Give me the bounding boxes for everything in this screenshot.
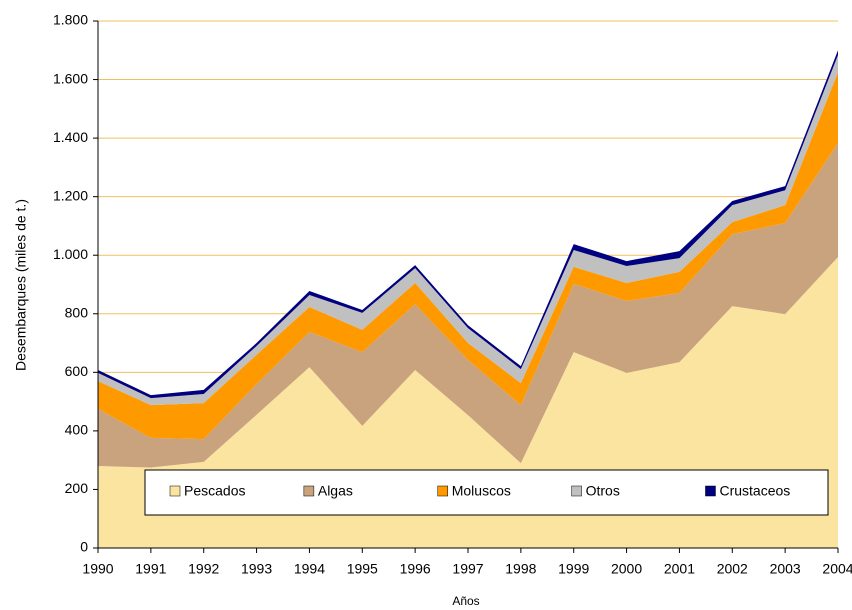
x-tick-label: 1999 <box>558 561 589 577</box>
x-tick-label: 2000 <box>611 561 642 577</box>
legend-swatch <box>437 485 448 497</box>
x-axis-title: Años <box>452 594 479 608</box>
x-tick-label: 1997 <box>452 561 483 577</box>
y-tick-label: 1.600 <box>53 70 88 86</box>
x-tick-label: 1996 <box>400 561 431 577</box>
x-tick-label: 2004 <box>822 561 852 577</box>
y-tick-label: 400 <box>65 422 89 438</box>
y-tick-label: 800 <box>65 304 89 320</box>
legend-label: Otros <box>586 483 620 499</box>
y-tick-label: 1.000 <box>53 246 88 262</box>
x-tick-label: 1990 <box>82 561 113 577</box>
y-tick-label: 1.400 <box>53 129 88 145</box>
area <box>98 72 838 440</box>
legend-label: Pescados <box>184 483 245 499</box>
x-tick-label: 2002 <box>717 561 748 577</box>
x-tick-label: 1998 <box>505 561 536 577</box>
legend: Pescados Algas Moluscos Otros Crustaceos <box>144 469 829 516</box>
legend-label: Moluscos <box>452 483 511 499</box>
x-tick-label: 1994 <box>294 561 325 577</box>
area <box>98 54 838 406</box>
y-tick-label: 1.200 <box>53 187 88 203</box>
x-tick-label: 2003 <box>770 561 801 577</box>
area <box>98 143 838 468</box>
x-tick-label: 2001 <box>664 561 695 577</box>
y-tick-label: 0 <box>80 539 88 555</box>
y-tick-label: 600 <box>65 363 89 379</box>
legend-swatch <box>571 485 582 497</box>
y-tick-label: 200 <box>65 480 89 496</box>
y-tick-label: 1.800 <box>53 12 88 28</box>
legend-label: Algas <box>318 483 353 499</box>
x-tick-label: 1992 <box>188 561 219 577</box>
legend-label: Crustaceos <box>719 483 790 499</box>
legend-swatch <box>169 485 181 497</box>
x-tick-label: 1995 <box>347 561 378 577</box>
legend-swatch <box>705 485 716 497</box>
x-tick-label: 1993 <box>241 561 272 577</box>
legend-swatch <box>303 485 315 497</box>
x-tick-label: 1991 <box>135 561 166 577</box>
y-axis-title: Desembarques (miles de t.) <box>13 199 29 371</box>
